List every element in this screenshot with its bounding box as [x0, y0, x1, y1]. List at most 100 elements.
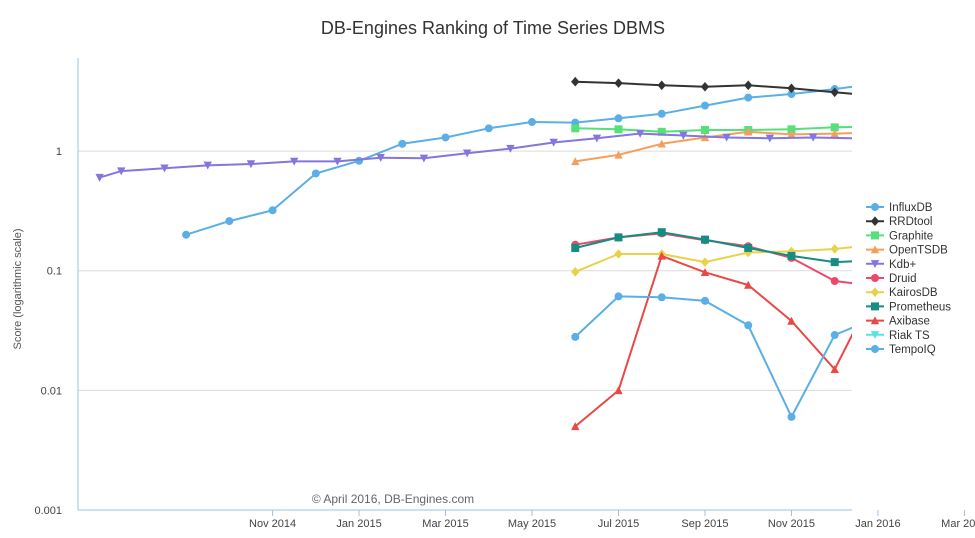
- data-point-rrdtool: [960, 96, 968, 106]
- data-point-influxdb: [700, 101, 709, 110]
- series-line-opentsdb: [575, 130, 852, 163]
- data-point-kdb: [765, 134, 775, 143]
- series-opentsdb: [571, 127, 968, 166]
- data-point-axibase: [571, 422, 580, 431]
- data-point-opentsdb: [917, 128, 925, 136]
- y-tick-label: 1: [56, 146, 62, 158]
- data-point-influxdb: [311, 169, 320, 178]
- data-point-rrdtool: [874, 91, 882, 101]
- legend-label: Graphite: [889, 230, 933, 242]
- legend-marker: [871, 302, 879, 311]
- legend-item-graphite: Graphite: [866, 230, 933, 242]
- data-point-rrdtool: [657, 80, 666, 91]
- data-point-tempoiq: [960, 381, 968, 389]
- series-axibase: [571, 245, 968, 431]
- legend-label: Riak TS: [889, 330, 930, 342]
- legend-marker: [870, 287, 880, 297]
- data-point-prometheus: [830, 258, 839, 267]
- data-point-tempoiq: [744, 321, 753, 330]
- legend-item-kairosdb: KairosDB: [866, 287, 938, 299]
- data-point-opentsdb: [960, 129, 968, 137]
- data-point-influxdb: [182, 230, 191, 239]
- data-point-kdb: [246, 160, 256, 169]
- data-point-kairosdb: [960, 242, 968, 252]
- legend-label: TempoIQ: [889, 344, 936, 356]
- x-tick-label: Nov 2014: [249, 518, 296, 530]
- data-point-axibase: [614, 386, 623, 395]
- y-tick-label: 0.1: [47, 266, 62, 278]
- plot-series: [95, 74, 968, 431]
- y-axis-label: Score (logarithmic scale): [12, 228, 24, 349]
- data-point-prometheus: [657, 228, 666, 237]
- legend-label: Axibase: [889, 316, 930, 328]
- legend-label: Druid: [889, 273, 916, 285]
- data-point-graphite: [960, 123, 968, 131]
- series-line-kdb: [99, 132, 852, 179]
- legend-item-kdb: Kdb+: [866, 259, 916, 271]
- data-point-influxdb: [225, 217, 234, 226]
- data-point-rrdtool: [917, 94, 925, 104]
- data-point-graphite: [657, 127, 666, 136]
- chart-title: DB-Engines Ranking of Time Series DBMS: [321, 18, 665, 38]
- data-point-prometheus: [917, 257, 925, 265]
- x-tick-label: Jul 2015: [598, 518, 640, 530]
- x-tick-label: Mar 2016: [941, 518, 975, 530]
- data-point-rrdtool: [787, 83, 796, 94]
- data-point-druid: [960, 247, 968, 255]
- data-point-influxdb: [874, 79, 882, 87]
- legend-item-prometheus: Prometheus: [866, 301, 951, 313]
- legend-marker: [870, 331, 880, 339]
- legend-marker: [871, 345, 879, 353]
- data-point-rrdtool: [700, 81, 710, 92]
- data-point-prometheus: [700, 235, 709, 244]
- data-point-druid: [830, 277, 839, 286]
- data-point-kdb: [203, 161, 212, 170]
- x-tick-label: May 2015: [508, 518, 556, 530]
- data-point-kdb: [419, 154, 429, 163]
- series-line-graphite: [575, 126, 852, 133]
- data-point-kairosdb: [614, 249, 623, 259]
- data-point-influxdb: [787, 90, 796, 99]
- legend-item-influxdb: InfluxDB: [866, 202, 933, 214]
- series-line-rrdtool: [575, 80, 852, 95]
- data-point-kdb: [895, 135, 903, 143]
- legend-item-riak-ts: Riak TS: [866, 330, 930, 342]
- data-point-influxdb: [441, 133, 450, 142]
- data-point-kdb: [592, 134, 602, 143]
- x-tick-label: Nov 2015: [768, 518, 815, 530]
- data-point-kdb: [722, 133, 731, 142]
- data-point-axibase: [744, 280, 753, 289]
- data-point-kdb: [635, 129, 645, 138]
- data-point-rrdtool: [830, 87, 839, 98]
- data-point-opentsdb: [657, 139, 666, 148]
- data-point-kairosdb: [571, 266, 580, 277]
- data-point-tempoiq: [830, 331, 839, 340]
- legend-item-axibase: Axibase: [866, 316, 930, 328]
- y-axis-ticks: 1 0.1 0.01 0.001: [34, 146, 62, 517]
- series-rrdtool: [571, 76, 968, 106]
- data-point-graphite: [787, 125, 796, 134]
- data-point-graphite: [917, 122, 925, 130]
- data-point-influxdb: [484, 124, 493, 133]
- legend-marker: [871, 274, 879, 282]
- chart-credit: © April 2016, DB-Engines.com: [312, 492, 474, 506]
- legend-marker: [871, 231, 879, 240]
- data-point-tempoiq: [657, 293, 666, 302]
- series-line-influxdb: [185, 85, 852, 236]
- data-point-influxdb: [657, 109, 666, 118]
- data-point-druid: [917, 270, 925, 278]
- data-point-kairosdb: [787, 246, 796, 257]
- legend-item-rrdtool: RRDtool: [866, 216, 932, 228]
- data-point-axibase: [960, 245, 968, 253]
- data-point-prometheus: [614, 233, 623, 242]
- data-point-influxdb: [268, 206, 277, 215]
- legend-item-tempoiq: TempoIQ: [866, 344, 936, 356]
- data-point-influxdb: [917, 74, 925, 82]
- data-point-opentsdb: [614, 150, 623, 159]
- data-point-kairosdb: [700, 257, 710, 267]
- data-point-graphite: [571, 124, 580, 133]
- series-tempoiq: [571, 292, 968, 421]
- gridlines: [78, 150, 852, 391]
- y-tick-label: 0.001: [34, 505, 62, 517]
- data-point-graphite: [614, 125, 623, 134]
